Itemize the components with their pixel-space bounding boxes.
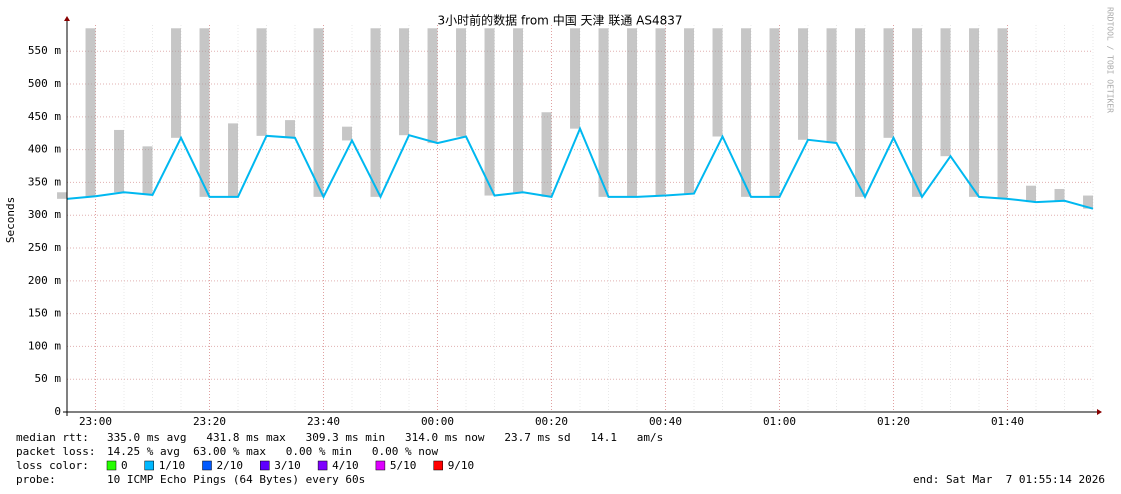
smoke-band [142, 146, 153, 195]
x-tick-label: 00:40 [649, 415, 682, 428]
legend-label: 1/10 [159, 459, 186, 472]
smoke-band [940, 28, 951, 157]
legend-label: 2/10 [217, 459, 244, 472]
legend-swatch [144, 460, 154, 471]
side-text: RRDTOOL / TOBI OETIKER [1106, 7, 1115, 113]
y-tick-label: 550 m [28, 44, 61, 57]
chart-title: 3小时前的数据 from 中国 天津 联通 AS4837 [438, 13, 683, 28]
x-tick-label: 00:00 [421, 415, 454, 428]
smoke-band [342, 126, 352, 141]
y-tick-label: 250 m [28, 241, 61, 254]
y-tick-label: 50 m [35, 372, 62, 385]
smoke-band [570, 28, 580, 129]
smoke-band [114, 129, 124, 193]
x-tick-label: 23:40 [307, 415, 340, 428]
y-tick-label: 400 m [28, 143, 61, 156]
legend-label: 5/10 [390, 459, 417, 472]
y-tick-label: 300 m [28, 208, 61, 221]
y-tick-label: 100 m [28, 339, 61, 352]
loss-label: loss color: [16, 459, 89, 472]
stat-text: 335.0 ms avg 431.8 ms max 309.3 ms min 3… [107, 431, 663, 444]
smoke-band [456, 28, 466, 137]
smoke-band [912, 28, 922, 197]
smoke-band [228, 123, 238, 197]
smoke-band [997, 28, 1008, 199]
legend-swatch [317, 460, 328, 471]
smoke-band [484, 28, 495, 196]
x-tick-label: 00:20 [535, 415, 568, 428]
x-tick-label: 23:00 [79, 415, 112, 428]
smoke-band [513, 28, 523, 193]
y-tick-label: 0 [54, 405, 61, 418]
smoke-band [171, 28, 181, 138]
end-time: end: Sat Mar 7 01:55:14 2026 [913, 473, 1105, 486]
legend-swatch [106, 460, 117, 471]
y-tick-label: 200 m [28, 274, 61, 287]
smoke-band [1026, 185, 1036, 203]
median-line [66, 126, 1094, 210]
legend-label: 0 [121, 459, 128, 472]
smoke-band [199, 28, 210, 197]
x-tick-label: 01:40 [991, 415, 1024, 428]
x-arrow [1097, 409, 1102, 415]
smoke-band [684, 28, 694, 194]
smoke-band [399, 28, 409, 136]
probe-label: probe: [16, 473, 56, 486]
smoke-band [1054, 188, 1065, 201]
legend-swatch [433, 460, 443, 471]
probe-text: 10 ICMP Echo Pings (64 Bytes) every 60s [107, 473, 365, 486]
smoke-band [285, 120, 295, 138]
smoke-band [541, 112, 552, 197]
smoke-band [826, 28, 837, 144]
smoke-band [85, 28, 96, 197]
y-arrow [64, 16, 70, 21]
smoke-band [883, 28, 894, 138]
legend-swatch [375, 460, 386, 471]
smoke-band [427, 28, 438, 144]
smoke-band [57, 192, 67, 199]
smoke-band [798, 28, 808, 140]
smoke-band [769, 28, 780, 197]
smoke-band [969, 28, 979, 197]
y-axis-label: Seconds [4, 197, 17, 243]
stat-text: 14.25 % avg 63.00 % max 0.00 % min 0.00 … [107, 445, 439, 458]
smoke-band [1083, 195, 1093, 209]
smoke-band [627, 28, 637, 197]
smoke-band [855, 28, 865, 197]
smoke-band [655, 28, 666, 196]
legend-label: 9/10 [448, 459, 475, 472]
y-tick-label: 350 m [28, 175, 61, 188]
smoke-band [370, 28, 381, 197]
stat-label: median rtt: [16, 431, 89, 444]
x-tick-label: 23:20 [193, 415, 226, 428]
smoke-band [741, 28, 751, 197]
x-tick-label: 01:20 [877, 415, 910, 428]
smoke-band [256, 28, 267, 136]
y-tick-label: 150 m [28, 307, 61, 320]
smoke-band [598, 28, 609, 197]
smoke-band [313, 28, 324, 197]
y-tick-label: 500 m [28, 77, 61, 90]
stat-label: packet loss: [16, 445, 95, 458]
legend-label: 3/10 [274, 459, 301, 472]
smoke-band [712, 28, 723, 137]
legend-swatch [202, 460, 212, 471]
y-tick-label: 450 m [28, 110, 61, 123]
legend-label: 4/10 [332, 459, 359, 472]
legend-swatch [260, 460, 270, 471]
x-tick-label: 01:00 [763, 415, 796, 428]
